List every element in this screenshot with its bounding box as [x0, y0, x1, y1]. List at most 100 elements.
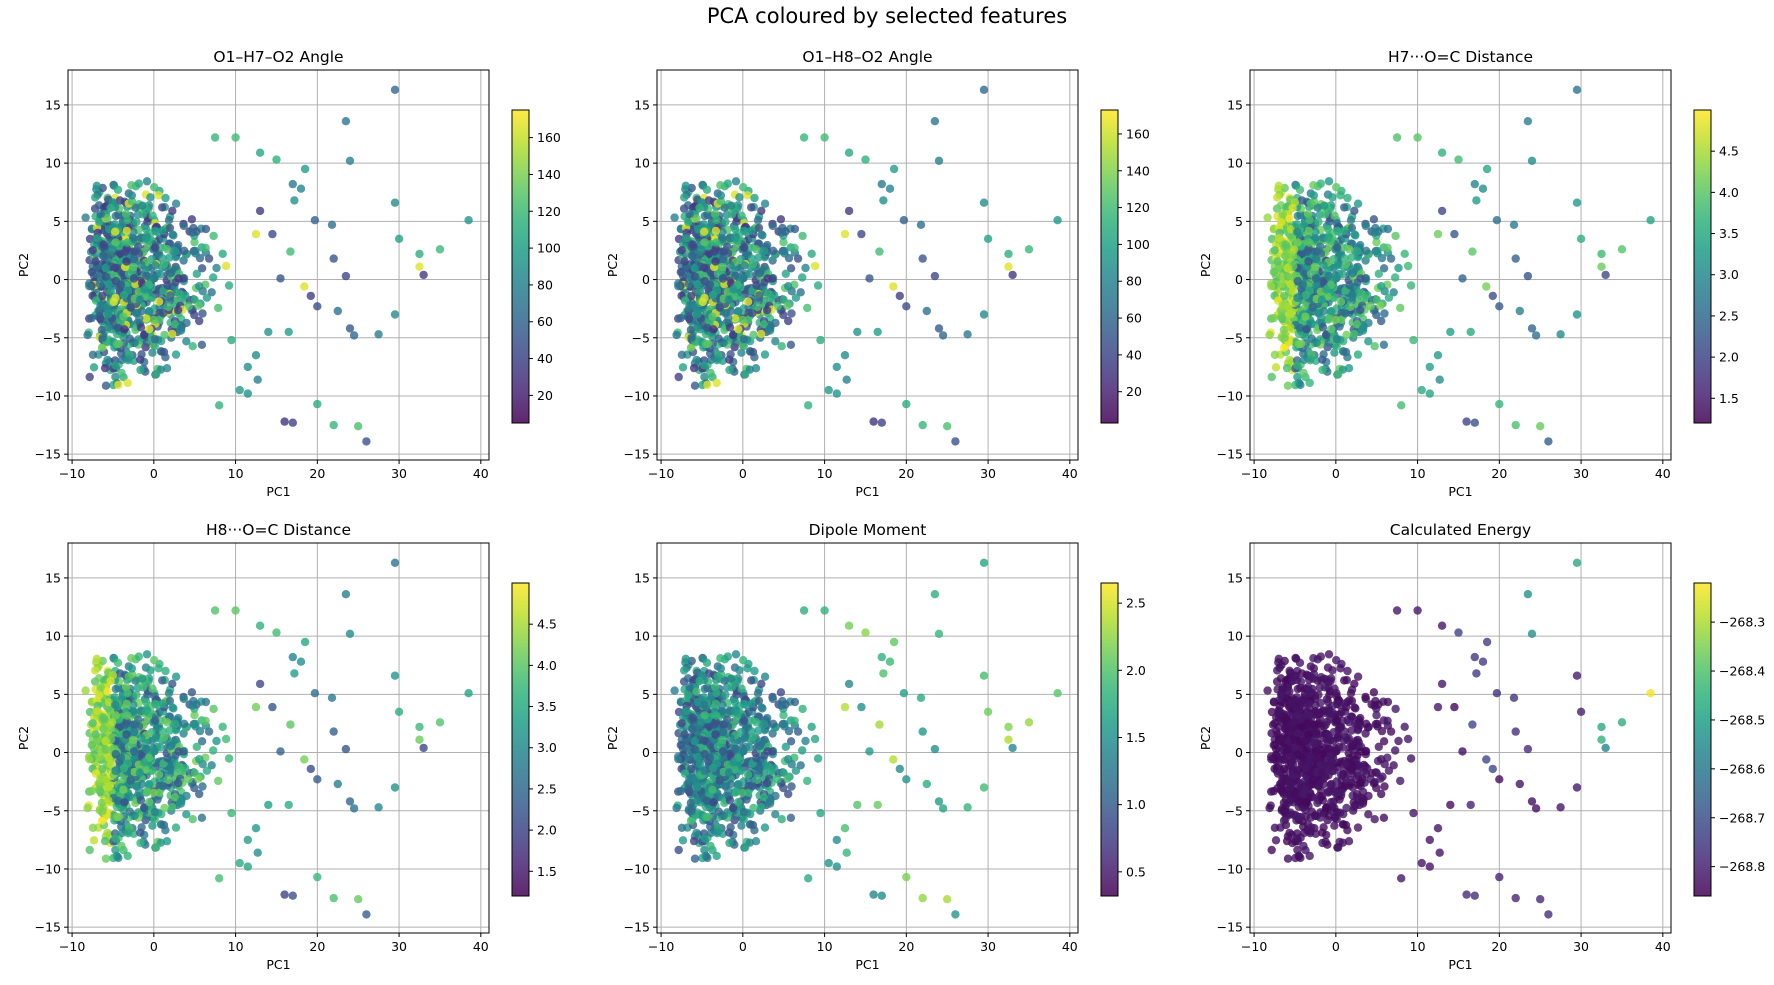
data-point	[111, 749, 121, 759]
data-point	[730, 314, 740, 323]
data-point	[1288, 287, 1298, 296]
data-point	[210, 606, 220, 615]
data-point	[99, 724, 108, 734]
data-point	[171, 672, 181, 681]
data-point	[151, 226, 160, 236]
data-point	[1470, 179, 1480, 189]
data-point	[1295, 185, 1305, 194]
data-point	[744, 315, 753, 324]
data-point	[709, 798, 718, 807]
data-point	[151, 716, 160, 725]
data-point	[702, 796, 712, 805]
data-point	[1340, 203, 1349, 212]
data-point	[844, 148, 854, 157]
data-point	[313, 872, 322, 882]
data-point	[91, 257, 100, 266]
data-point	[748, 309, 757, 318]
data-point	[700, 766, 709, 776]
data-point	[123, 378, 132, 388]
colorbar-tick-label: 60	[1126, 311, 1142, 326]
colorbar	[1100, 109, 1119, 424]
data-point	[739, 334, 748, 344]
data-point	[1364, 318, 1373, 328]
data-point	[96, 683, 105, 692]
data-point	[690, 381, 700, 390]
data-point	[114, 812, 124, 822]
x-axis-label: PC1	[855, 484, 879, 499]
data-point	[721, 690, 730, 700]
data-point	[341, 117, 351, 126]
data-point	[106, 203, 115, 213]
data-point	[1527, 324, 1537, 333]
data-point	[780, 246, 789, 256]
data-point	[209, 746, 218, 755]
data-point	[135, 313, 144, 323]
data-point	[113, 796, 123, 805]
data-point	[148, 211, 157, 220]
data-point	[760, 672, 770, 681]
data-point	[1301, 290, 1311, 300]
data-point	[773, 302, 782, 311]
subplot-title: H8···O=C Distance	[206, 521, 351, 539]
data-point	[1400, 249, 1409, 258]
colorbar-tick-label: 2.5	[1719, 308, 1739, 323]
data-point	[844, 621, 854, 630]
data-point	[783, 774, 792, 783]
y-tick-label: 15	[1227, 97, 1243, 112]
data-point	[755, 291, 764, 300]
data-point	[333, 779, 342, 789]
data-point	[727, 201, 736, 210]
data-point	[1346, 216, 1356, 225]
data-point	[889, 755, 898, 764]
data-point	[345, 156, 355, 165]
data-point	[139, 803, 149, 813]
data-point	[762, 779, 772, 788]
data-point	[1300, 355, 1309, 365]
data-point	[107, 718, 117, 727]
x-tick-label: 30	[980, 466, 996, 481]
data-point	[1347, 223, 1357, 233]
data-point	[813, 281, 823, 290]
data-point	[114, 853, 123, 863]
data-point	[1350, 230, 1359, 239]
data-point	[716, 197, 726, 206]
data-point	[415, 262, 424, 271]
data-point	[718, 234, 727, 243]
data-point	[738, 315, 747, 324]
data-point	[1277, 279, 1287, 289]
data-point	[731, 177, 741, 186]
colorbar-tick-label: 3.0	[537, 740, 557, 755]
data-point	[1377, 316, 1386, 326]
data-point	[979, 310, 989, 319]
data-point	[720, 676, 729, 685]
data-point	[708, 805, 717, 815]
data-point	[741, 843, 750, 852]
data-point	[145, 779, 154, 789]
data-point	[784, 316, 793, 326]
data-point	[142, 271, 151, 280]
data-point	[784, 755, 793, 764]
data-point	[120, 798, 129, 807]
data-point	[1306, 356, 1315, 365]
data-point	[415, 735, 424, 744]
data-point	[142, 744, 151, 753]
data-point	[190, 783, 199, 793]
data-point	[390, 558, 400, 567]
data-point	[801, 263, 810, 273]
data-point	[1341, 260, 1351, 269]
data-point	[1372, 310, 1381, 320]
data-point	[435, 718, 445, 727]
data-point	[170, 320, 180, 329]
data-point	[877, 652, 886, 662]
data-point	[1572, 310, 1582, 319]
data-point	[122, 257, 131, 266]
data-point	[786, 813, 796, 822]
y-tick-label: 5	[53, 687, 61, 702]
x-axis-label: PC1	[1448, 484, 1472, 499]
data-point	[127, 664, 137, 673]
data-point	[746, 347, 755, 356]
data-point	[264, 327, 273, 337]
data-point	[1293, 293, 1302, 303]
data-point	[131, 203, 140, 212]
